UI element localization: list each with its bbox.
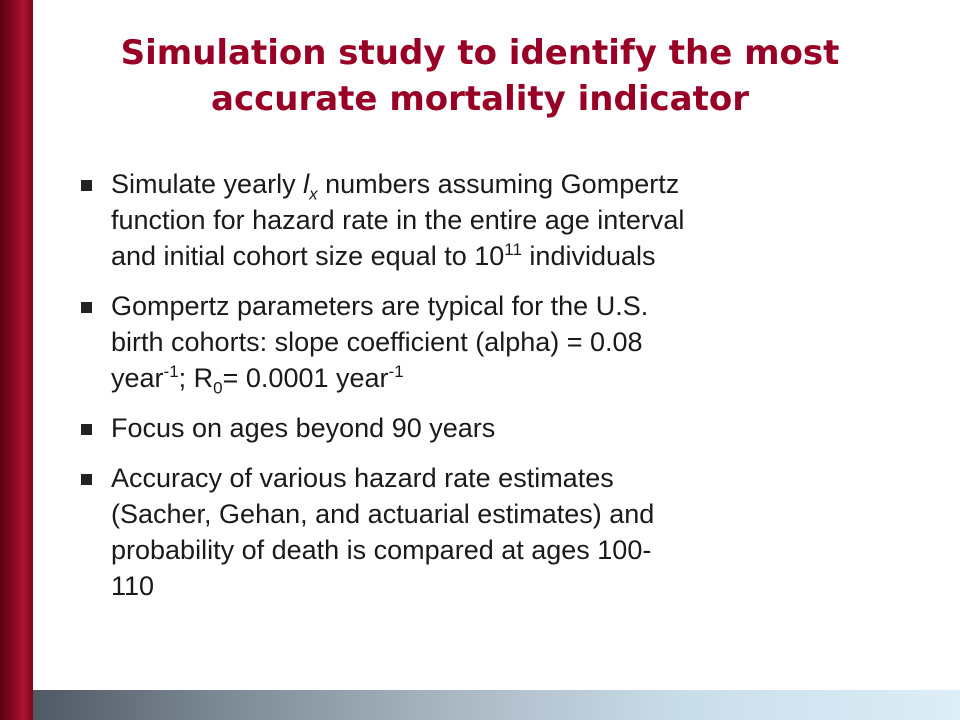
text: and initial cohort size equal to 10 (111, 241, 505, 271)
text: year (111, 363, 164, 393)
bullet-focus-line-1: Focus on ages beyond 90 years (111, 413, 496, 443)
slide-title-line-1: Simulation study to identify the most (120, 33, 840, 73)
bullet-accuracy: Accuracy of various hazard rate estimate… (78, 460, 898, 604)
square-bullet-icon (81, 424, 92, 435)
bullet-accuracy-line-1: Accuracy of various hazard rate estimate… (111, 463, 614, 493)
bullet-simulate-line-3: and initial cohort size equal to 1011 in… (111, 238, 898, 274)
bullet-accuracy-line-4: 110 (111, 571, 155, 601)
text: ; R (178, 363, 214, 393)
bullet-simulate: Simulate yearly lx numbers assuming Gomp… (78, 166, 898, 274)
bullet-list: Simulate yearly lx numbers assuming Gomp… (78, 166, 898, 618)
superscript-minus-1: -1 (163, 362, 179, 381)
subscript-0: 0 (213, 378, 223, 398)
text: individuals (521, 241, 656, 271)
variable-l: l (303, 169, 310, 199)
bullet-gompertz-line-2: birth cohorts: slope coefficient (alpha)… (111, 327, 643, 357)
left-accent-bar (0, 0, 33, 720)
square-bullet-icon (81, 302, 92, 313)
bullet-accuracy-line-2: (Sacher, Gehan, and actuarial estimates)… (111, 499, 655, 529)
bullet-simulate-line-1: Simulate yearly lx numbers assuming Gomp… (111, 166, 898, 202)
superscript-minus-1: -1 (388, 362, 404, 381)
text: numbers assuming Gompertz (317, 169, 680, 199)
slide-title-line-2: accurate mortality indicator (211, 79, 749, 119)
slide-title: Simulation study to identify the most ac… (40, 30, 920, 122)
bullet-gompertz-parameters: Gompertz parameters are typical for the … (78, 288, 898, 396)
bullet-accuracy-line-3: probability of death is compared at ages… (111, 535, 652, 565)
text: Simulate yearly (111, 169, 304, 199)
superscript-11: 11 (504, 240, 522, 259)
bullet-gompertz-line-1: Gompertz parameters are typical for the … (111, 291, 649, 321)
text: = 0.0001 year (222, 363, 389, 393)
bullet-gompertz-line-3: year-1; R0= 0.0001 year-1 (111, 360, 898, 396)
bottom-accent-bar (33, 690, 960, 720)
bullet-focus: Focus on ages beyond 90 years (78, 410, 898, 446)
bullet-simulate-line-2: function for hazard rate in the entire a… (111, 205, 685, 235)
square-bullet-icon (81, 474, 92, 485)
square-bullet-icon (81, 180, 92, 191)
subscript-x: x (309, 184, 318, 204)
